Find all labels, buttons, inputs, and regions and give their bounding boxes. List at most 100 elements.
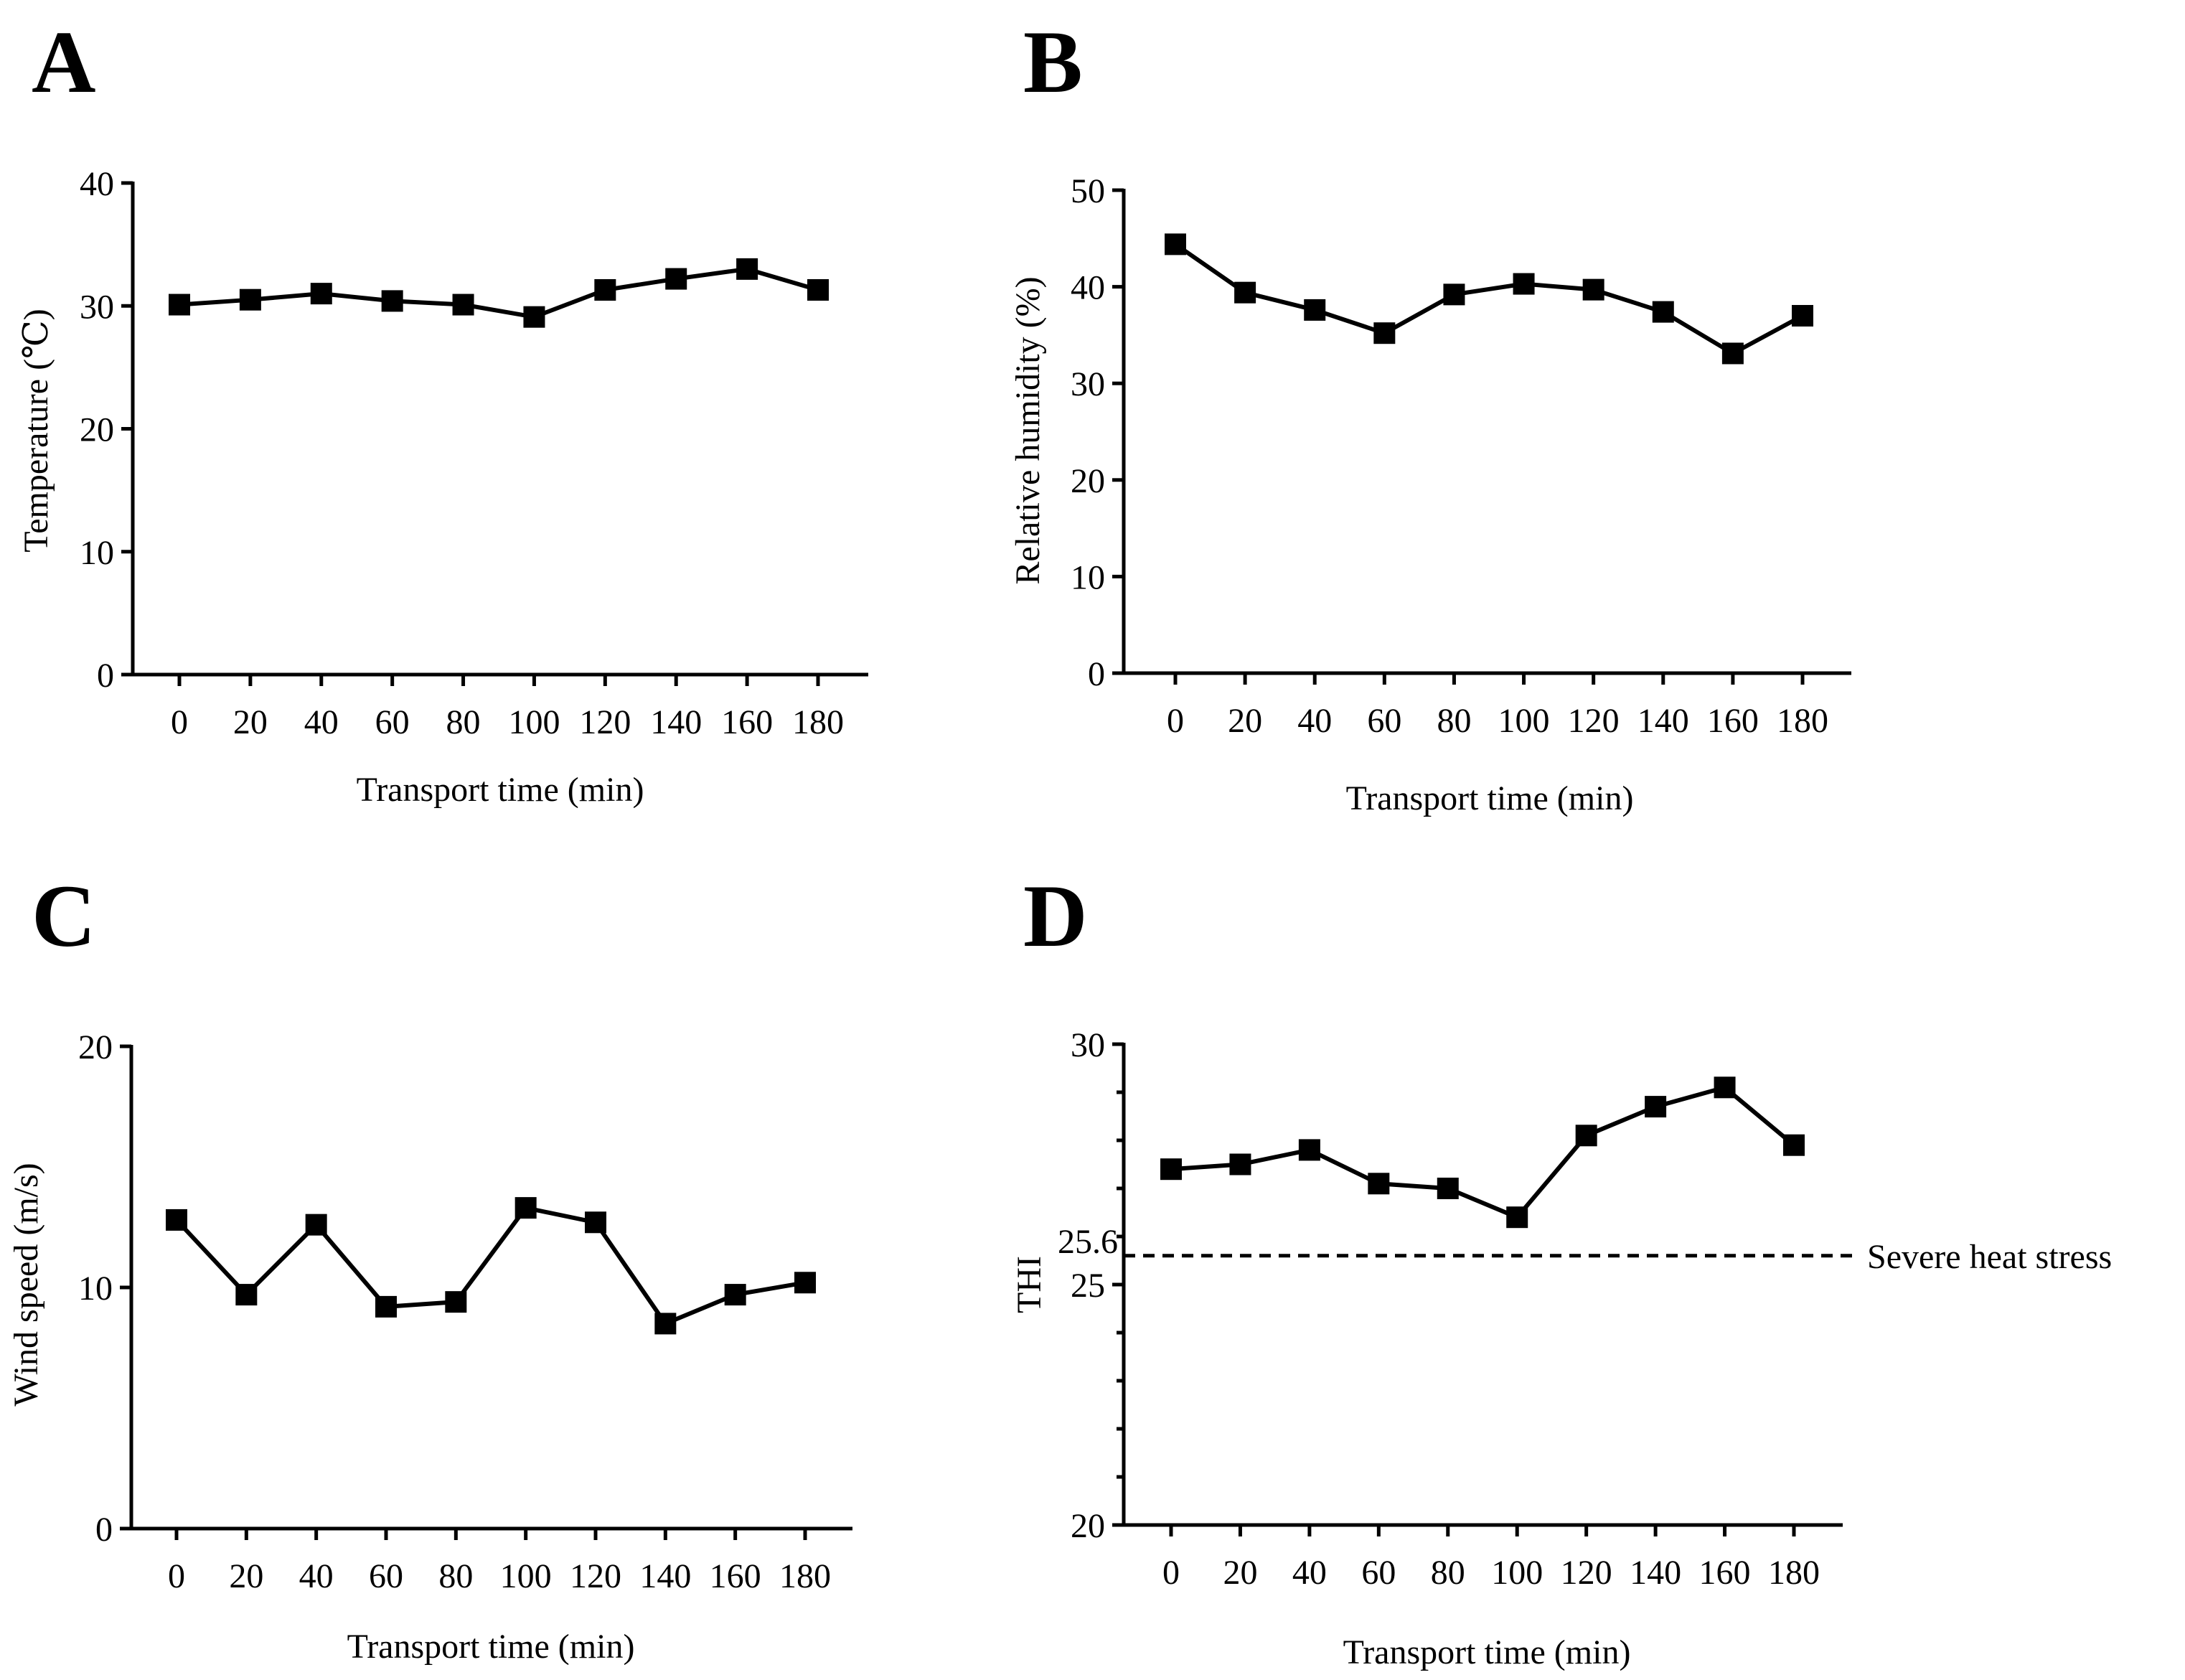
panel-b-series <box>1165 233 1813 365</box>
panel-a-data-point-140 <box>665 268 687 290</box>
panel-d-series <box>1160 1076 1805 1229</box>
panel-b-series-line <box>1174 242 1804 356</box>
panel-a-x-tick-label-160: 160 <box>721 703 773 741</box>
panel-d-x-tick-label-40: 40 <box>1292 1554 1327 1592</box>
panel-d-data-point-160 <box>1714 1076 1736 1099</box>
panel-d-data-point-120 <box>1575 1125 1597 1147</box>
panel-a-letter: A <box>32 13 96 111</box>
panel-c-letter: C <box>32 867 96 965</box>
panel-b-data-point-40 <box>1304 299 1326 321</box>
panel-b-data-point-0 <box>1165 233 1186 255</box>
panel-c-series-line <box>174 1205 806 1327</box>
panel-b-y-ticks: 0 10 20 30 40 50 <box>1071 172 1124 693</box>
panel-c-data-point-40 <box>305 1214 327 1236</box>
panel-c: C 0 10 20 0 20 40 60 80 100 120 140 160 180 Transpo… <box>7 867 852 1666</box>
panel-a-x-tick-label-120: 120 <box>579 703 631 741</box>
panel-b-x-tick-label-180: 180 <box>1777 702 1828 740</box>
panel-d-x-ticks: 0 20 40 60 80 100 120 140 160 180 <box>1162 1525 1820 1592</box>
panel-a-y-tick-label-30: 30 <box>80 288 114 326</box>
panel-d-data-point-40 <box>1298 1139 1320 1161</box>
panel-a-x-tick-label-20: 20 <box>233 703 268 741</box>
panel-d-x-tick-label-120: 120 <box>1561 1554 1612 1592</box>
panel-c-y-tick-label-20: 20 <box>78 1028 113 1066</box>
panel-b-x-axis-title: Transport time (min) <box>1346 779 1634 817</box>
panel-c-x-tick-label-120: 120 <box>570 1557 621 1595</box>
panel-b-y-tick-label-10: 10 <box>1071 558 1105 596</box>
panel-c-x-tick-label-180: 180 <box>779 1557 831 1595</box>
panel-d-x-tick-label-60: 60 <box>1361 1554 1396 1592</box>
panel-c-x-tick-label-0: 0 <box>168 1557 185 1595</box>
panel-a-y-axis-title: Temperature (℃) <box>17 309 55 553</box>
panel-d-x-tick-label-0: 0 <box>1162 1554 1180 1592</box>
panel-d-x-tick-label-100: 100 <box>1491 1554 1543 1592</box>
panel-a-y-tick-label-40: 40 <box>80 165 114 203</box>
panel-c-x-tick-label-40: 40 <box>299 1557 334 1595</box>
panel-c-data-point-120 <box>585 1211 606 1234</box>
panel-d-x-axis-title: Transport time (min) <box>1343 1633 1631 1671</box>
panel-a-y-tick-label-0: 0 <box>97 657 114 695</box>
panel-a-data-point-180 <box>807 278 829 301</box>
panel-d-data-point-140 <box>1645 1096 1667 1118</box>
panel-b-x-tick-label-0: 0 <box>1167 702 1184 740</box>
panel-a-x-ticks: 0 20 40 60 80 100 120 140 160 180 <box>171 675 844 741</box>
panel-c-data-point-140 <box>654 1313 677 1335</box>
panel-b-x-tick-label-20: 20 <box>1228 702 1262 740</box>
panel-d-x-tick-label-180: 180 <box>1768 1554 1820 1592</box>
panel-a-y-tick-label-20: 20 <box>80 411 114 449</box>
panel-c-data-point-20 <box>235 1284 258 1306</box>
panel-a-data-point-0 <box>169 294 190 316</box>
panel-a-data-point-100 <box>523 306 545 328</box>
panel-c-data-point-100 <box>514 1197 537 1219</box>
panel-b-data-point-100 <box>1513 273 1535 295</box>
panel-b-y-tick-label-20: 20 <box>1071 462 1105 500</box>
panel-a-x-tick-label-140: 140 <box>650 703 702 741</box>
panel-c-y-axis-title: Wind speed (m/s) <box>7 1163 45 1406</box>
panel-b-data-point-140 <box>1652 301 1674 323</box>
panel-d-data-point-100 <box>1506 1206 1528 1229</box>
panel-a-x-tick-label-80: 80 <box>446 703 481 741</box>
panel-d-series-line <box>1170 1084 1795 1220</box>
panel-d-data-point-20 <box>1229 1153 1251 1175</box>
panel-a-x-tick-label-180: 180 <box>792 703 844 741</box>
panel-c-data-point-0 <box>166 1209 187 1231</box>
panel-b-y-tick-label-30: 30 <box>1071 365 1105 403</box>
panel-a-data-point-120 <box>594 278 616 301</box>
panel-d-y-tick-label-25: 25 <box>1071 1267 1105 1305</box>
panel-a: A 0 10 20 30 40 0 20 40 60 80 100 120 140 160 180 Tra… <box>17 13 868 809</box>
panel-d-x-tick-label-80: 80 <box>1431 1554 1465 1592</box>
panel-a-data-point-20 <box>239 288 261 311</box>
panel-c-y-ticks: 0 10 20 <box>78 1028 131 1549</box>
panel-c-x-tick-label-160: 160 <box>710 1557 761 1595</box>
panel-c-data-point-80 <box>445 1291 467 1313</box>
panel-a-y-ticks: 0 10 20 30 40 <box>80 165 133 695</box>
panel-c-data-point-180 <box>794 1272 816 1294</box>
panel-d-y-axis-title: THI <box>1010 1256 1048 1313</box>
panel-a-data-point-80 <box>452 294 474 316</box>
panel-a-data-point-40 <box>310 283 332 305</box>
panel-b-y-tick-label-0: 0 <box>1088 655 1105 693</box>
panel-c-x-tick-label-140: 140 <box>639 1557 691 1595</box>
panel-d-data-point-180 <box>1783 1134 1805 1156</box>
panel-c-y-tick-label-10: 10 <box>78 1270 113 1308</box>
panel-a-y-tick-label-10: 10 <box>80 534 114 572</box>
panel-d-data-point-60 <box>1368 1173 1390 1195</box>
panel-a-x-tick-label-100: 100 <box>508 703 560 741</box>
panel-b-x-tick-label-140: 140 <box>1637 702 1689 740</box>
panel-c-x-tick-label-100: 100 <box>500 1557 552 1595</box>
panel-c-x-tick-label-80: 80 <box>438 1557 473 1595</box>
panel-c-x-ticks: 0 20 40 60 80 100 120 140 160 180 <box>168 1529 831 1595</box>
panel-d-x-tick-label-20: 20 <box>1223 1554 1257 1592</box>
panel-b-x-tick-label-60: 60 <box>1367 702 1401 740</box>
panel-b-letter: B <box>1023 13 1083 111</box>
panel-d-letter: D <box>1023 867 1088 965</box>
panel-b-data-point-160 <box>1721 342 1744 365</box>
panel-a-x-tick-label-60: 60 <box>375 703 410 741</box>
panel-b-y-axis-title: Relative humidity (%) <box>1009 276 1047 584</box>
panel-d-x-tick-label-160: 160 <box>1699 1554 1751 1592</box>
panel-b-x-tick-label-100: 100 <box>1498 702 1550 740</box>
panel-d: D 20 25 30 0 20 40 60 80 100 120 140 160 180 25.6 S… <box>1010 867 2112 1671</box>
panel-a-x-axis-title: Transport time (min) <box>357 771 644 809</box>
panel-b-data-point-80 <box>1443 283 1465 306</box>
panel-b-data-point-20 <box>1234 281 1256 304</box>
